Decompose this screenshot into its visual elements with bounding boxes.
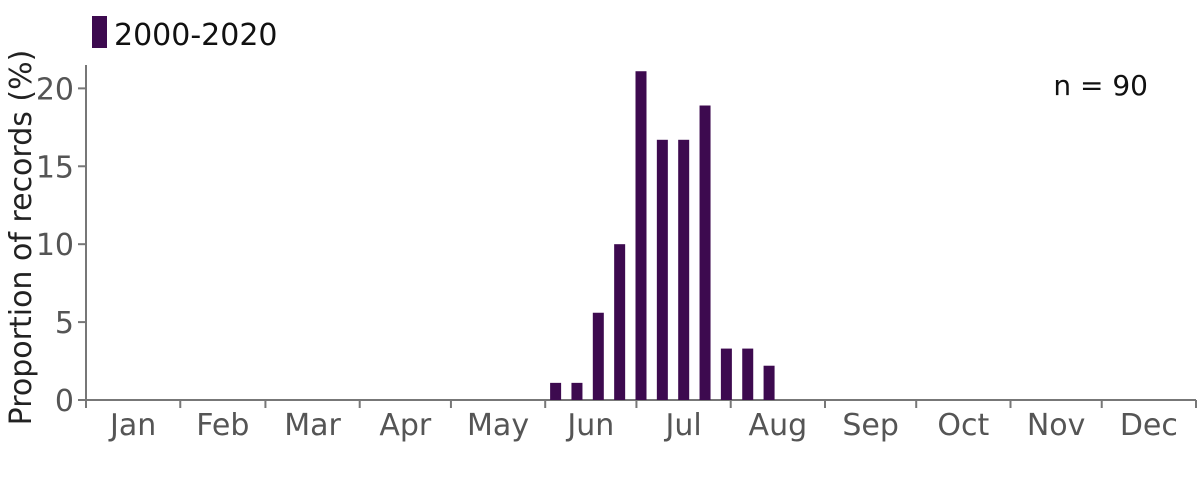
y-tick-label: 20	[36, 72, 74, 107]
y-axis: 0 5 10 15 20	[36, 65, 87, 419]
legend-swatch	[92, 16, 107, 48]
bar-week-31	[742, 348, 754, 400]
x-tick-label-aug: Aug	[749, 408, 808, 443]
x-tick-label-mar: Mar	[284, 408, 341, 443]
y-axis-title: Proportion of records (%)	[4, 50, 39, 426]
bar-week-23	[571, 382, 583, 400]
y-tick-label: 15	[36, 150, 74, 185]
x-tick-label-may: May	[467, 408, 529, 443]
x-tick-label-jun: Jun	[565, 408, 614, 443]
bar-week-26	[635, 71, 647, 401]
x-tick-label-oct: Oct	[937, 408, 989, 443]
legend: 2000-2020	[92, 16, 278, 53]
bar-week-30	[720, 348, 732, 400]
bar-week-29	[699, 105, 711, 400]
y-tick-label: 10	[36, 228, 74, 263]
x-tick-label-dec: Dec	[1120, 408, 1178, 443]
bar-week-22	[550, 382, 562, 400]
y-tick-label: 5	[55, 306, 74, 341]
x-tick-label-sep: Sep	[842, 408, 899, 443]
bar-week-28	[678, 139, 690, 400]
x-tick-label-feb: Feb	[196, 408, 249, 443]
bar-week-25	[614, 244, 626, 400]
legend-label: 2000-2020	[114, 18, 278, 53]
x-axis: Jan Feb Mar Apr May Jun Jul Aug Sep Oct Nov Dec	[85, 399, 1197, 443]
bar-week-24	[592, 312, 604, 400]
x-tick-label-jul: Jul	[663, 408, 701, 443]
sample-size-annotation: n = 90	[1053, 69, 1148, 102]
x-tick-label-jan: Jan	[108, 408, 156, 443]
bar-week-27	[656, 139, 668, 400]
bars	[550, 71, 775, 401]
x-tick-label-apr: Apr	[379, 408, 432, 443]
bar-week-32	[763, 365, 775, 400]
y-tick-label: 0	[55, 384, 74, 419]
x-tick-label-nov: Nov	[1027, 408, 1086, 443]
